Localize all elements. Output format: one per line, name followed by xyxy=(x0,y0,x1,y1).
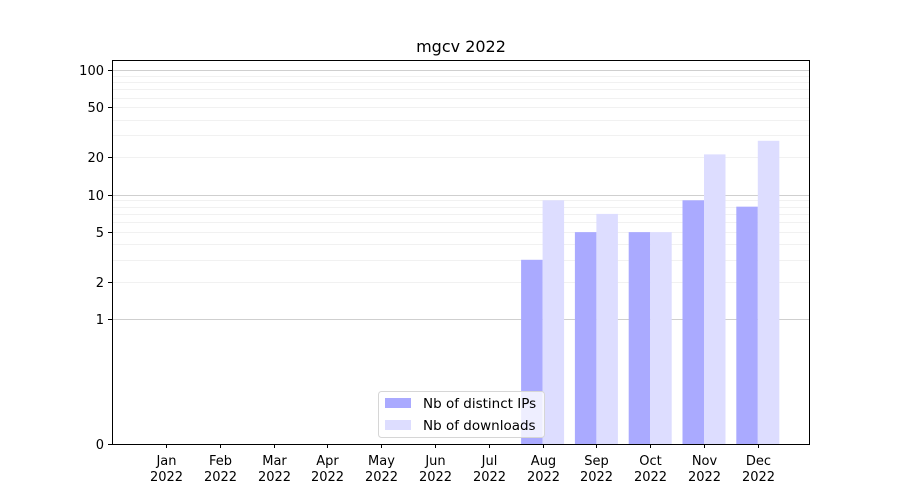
bar-distinct-ips-10 xyxy=(682,200,704,444)
bar-downloads-9 xyxy=(650,232,672,444)
y-tick-label: 0 xyxy=(96,438,104,453)
y-tick-label: 100 xyxy=(79,64,104,79)
x-tick-label: Feb 2022 xyxy=(204,454,237,485)
x-tick-label: May 2022 xyxy=(365,454,398,485)
chart-title: mgcv 2022 xyxy=(416,37,506,56)
x-tick-label: Oct 2022 xyxy=(634,454,667,485)
grid-lines xyxy=(112,70,810,320)
y-tick-label: 2 xyxy=(96,276,104,291)
legend-box xyxy=(378,391,545,438)
plot-area-frame xyxy=(112,60,810,445)
x-tick-label: Jul 2022 xyxy=(473,454,506,485)
bar-downloads-8 xyxy=(596,213,618,444)
x-tick-label: Sep 2022 xyxy=(580,454,613,485)
legend: Nb of distinct IPs Nb of downloads xyxy=(378,391,545,438)
bar-downloads-10 xyxy=(704,154,726,444)
bar-distinct-ips-9 xyxy=(628,232,651,444)
x-tick-label: Apr 2022 xyxy=(311,454,344,485)
legend-label-1: Nb of downloads xyxy=(423,418,536,434)
legend-swatch-1 xyxy=(385,420,411,430)
x-tick-label: Dec 2022 xyxy=(742,454,775,485)
x-tick-label: Mar 2022 xyxy=(258,454,291,485)
x-tick-label: Nov 2022 xyxy=(688,454,721,485)
y-tick-label: 50 xyxy=(87,101,104,116)
y-axis: 0 1 2 5 10 20 50 100 xyxy=(79,64,112,453)
bar-downloads-7 xyxy=(542,200,565,444)
x-tick-label: Jan 2022 xyxy=(150,454,183,485)
y-tick-label: 10 xyxy=(87,189,104,204)
x-tick-label: Aug 2022 xyxy=(527,454,560,485)
bar-downloads-11 xyxy=(757,140,780,444)
legend-label-0: Nb of distinct IPs xyxy=(423,396,536,412)
legend-swatch-0 xyxy=(385,398,411,408)
y-tick-label: 5 xyxy=(96,226,104,241)
bar-distinct-ips-8 xyxy=(574,232,597,444)
x-tick-label: Jun 2022 xyxy=(419,454,452,485)
bar-distinct-ips-11 xyxy=(736,206,758,444)
y-tick-label: 20 xyxy=(87,151,104,166)
y-tick-label: 1 xyxy=(96,313,104,328)
x-axis: Jan 2022 Feb 2022 Mar 2022 Apr 2022 May 2022 Jun 20… xyxy=(150,444,775,485)
bars xyxy=(521,140,780,444)
